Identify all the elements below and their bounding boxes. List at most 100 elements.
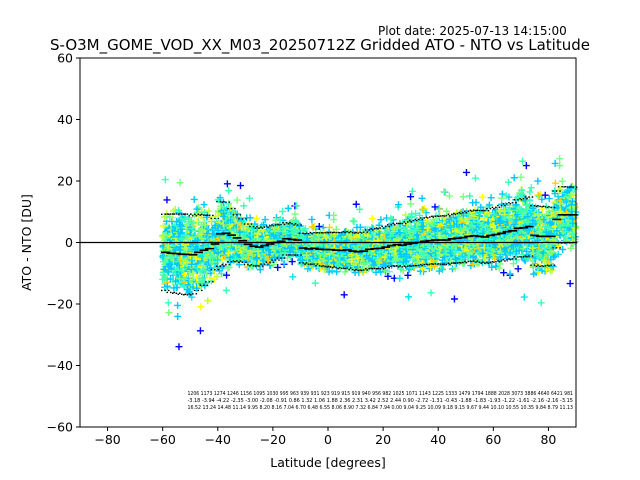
data-point xyxy=(193,264,201,272)
data-point xyxy=(177,214,185,222)
data-point xyxy=(176,275,184,283)
data-point xyxy=(224,264,232,272)
data-point xyxy=(281,249,289,257)
data-point xyxy=(551,179,559,187)
data-point xyxy=(166,261,174,269)
data-point xyxy=(227,232,235,240)
data-point xyxy=(233,196,241,204)
data-point xyxy=(214,248,222,256)
data-point xyxy=(459,193,467,201)
data-point xyxy=(193,217,201,225)
data-point xyxy=(537,299,545,307)
data-point xyxy=(527,184,535,192)
data-point xyxy=(418,194,426,202)
chart-title: S-O3M_GOME_VOD_XX_M03_20250712Z Gridded … xyxy=(49,36,590,54)
data-point xyxy=(504,178,512,186)
data-point xyxy=(300,227,308,235)
data-point xyxy=(188,225,196,233)
data-point xyxy=(192,243,200,251)
data-point xyxy=(407,193,415,201)
data-point xyxy=(164,242,172,250)
data-point xyxy=(284,204,292,212)
points-layer xyxy=(159,155,580,351)
data-point xyxy=(276,216,284,224)
data-point xyxy=(520,293,528,301)
data-point xyxy=(176,179,184,187)
data-point xyxy=(188,293,196,301)
data-point xyxy=(308,215,316,223)
data-point xyxy=(159,271,167,279)
data-point xyxy=(261,216,269,224)
data-point xyxy=(506,270,514,278)
data-point xyxy=(286,222,294,230)
data-point xyxy=(445,192,453,200)
data-point xyxy=(236,228,244,236)
data-point xyxy=(237,182,245,190)
data-point xyxy=(177,243,185,251)
data-point xyxy=(404,271,412,279)
data-point xyxy=(236,221,244,229)
data-point xyxy=(223,205,231,213)
data-point xyxy=(272,216,280,224)
data-point xyxy=(356,205,364,213)
data-point xyxy=(244,254,252,262)
data-point xyxy=(225,200,233,208)
data-point xyxy=(205,207,213,215)
data-point xyxy=(368,215,376,223)
data-point xyxy=(291,210,299,218)
data-point xyxy=(183,285,191,293)
data-point xyxy=(278,207,286,215)
data-point xyxy=(223,271,231,279)
data-point xyxy=(408,187,416,195)
data-point xyxy=(308,223,316,231)
data-point xyxy=(266,261,274,269)
data-point xyxy=(478,193,486,201)
data-point xyxy=(227,216,235,224)
data-point xyxy=(274,263,282,271)
data-point xyxy=(203,230,211,238)
data-point xyxy=(231,225,239,233)
data-point xyxy=(193,273,201,281)
data-point xyxy=(259,261,267,269)
data-point xyxy=(161,176,169,184)
data-point xyxy=(214,256,222,264)
data-point xyxy=(240,202,248,210)
data-point xyxy=(259,227,267,235)
data-point xyxy=(462,168,470,176)
data-point xyxy=(206,274,214,282)
data-point xyxy=(197,303,205,311)
data-point xyxy=(172,237,180,245)
data-point xyxy=(383,214,391,222)
data-point xyxy=(241,241,249,249)
data-point xyxy=(288,258,296,266)
data-point xyxy=(405,293,413,301)
data-point xyxy=(227,204,235,212)
data-point xyxy=(246,214,254,222)
data-point xyxy=(169,213,177,221)
data-point xyxy=(164,299,172,307)
data-point xyxy=(245,194,253,202)
data-point xyxy=(450,295,458,303)
data-point xyxy=(472,198,480,206)
data-point xyxy=(311,279,319,287)
data-point xyxy=(175,343,183,351)
data-point xyxy=(190,195,198,203)
data-point xyxy=(183,235,191,243)
data-point xyxy=(514,265,522,273)
data-point xyxy=(203,270,211,278)
data-point xyxy=(287,226,295,234)
data-point xyxy=(187,226,195,234)
data-point xyxy=(172,277,180,285)
data-point xyxy=(352,200,360,208)
data-point xyxy=(178,225,186,233)
data-point xyxy=(174,312,182,320)
data-point xyxy=(200,201,208,209)
data-point xyxy=(264,246,272,254)
data-point xyxy=(175,262,183,270)
data-point xyxy=(206,264,214,272)
data-point xyxy=(519,157,527,165)
data-point xyxy=(377,216,385,224)
data-point xyxy=(269,244,277,252)
data-point xyxy=(171,205,179,213)
data-point xyxy=(526,188,534,196)
